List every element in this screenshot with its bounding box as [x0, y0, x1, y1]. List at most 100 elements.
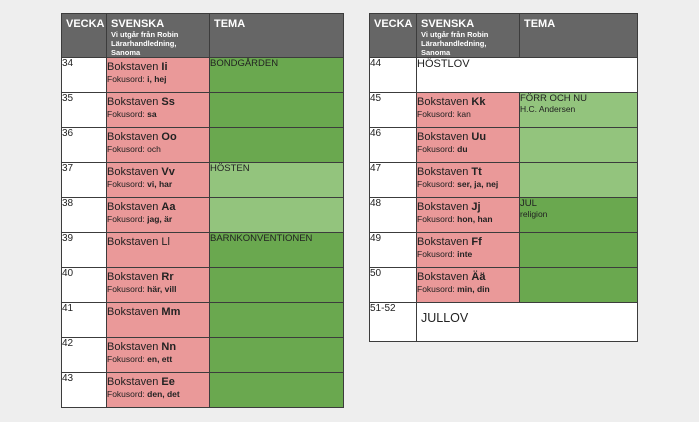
bokstav-text: Bokstaven Oo: [108, 129, 209, 145]
bokstav-prefix: Bokstaven: [417, 166, 472, 178]
bokstav-prefix: Bokstaven Ll: [107, 236, 170, 248]
week-row: 40 Bokstaven Rr Fokusord: här, vill: [61, 267, 344, 303]
week-row: 50 Bokstaven Ää Fokusord: min, din: [369, 267, 638, 303]
header-svenska-sub1: Vi utgår från Robin: [111, 30, 179, 39]
tema-cell: [519, 232, 638, 268]
fokusord-text: Fokusord: en, ett: [107, 354, 209, 365]
tema-cell: [209, 92, 344, 128]
fokusord-prefix: Fokusord:: [417, 179, 458, 189]
bokstav-text: Bokstaven Ll: [107, 234, 209, 250]
bokstav-letter: Mm: [161, 306, 181, 318]
bokstav-prefix: Bokstaven: [417, 236, 472, 248]
bokstav-prefix: Bokstaven: [107, 166, 162, 178]
week-row: 36 Bokstaven Oo Fokusord: och: [61, 127, 344, 163]
svenska-cell: Bokstaven Tt Fokusord: ser, ja, nej: [416, 162, 520, 198]
bokstav-prefix: Bokstaven: [107, 96, 162, 108]
bokstav-letter: Aa: [161, 201, 176, 213]
fokusord-prefix: Fokusord:: [417, 144, 458, 154]
tema-title: JUL: [520, 198, 537, 210]
fokusord-prefix: Fokusord: och: [107, 144, 161, 154]
svenska-cell: Bokstaven Ff Fokusord: inte: [416, 232, 520, 268]
fokusord-prefix: Fokusord:: [417, 284, 458, 294]
vecka-cell: 38: [61, 197, 107, 233]
vecka-cell: 34: [61, 57, 107, 93]
tema-cell: [209, 302, 344, 338]
right-schedule-table: VECKA SVENSKA Vi utgår från Robin Lärarh…: [369, 13, 638, 342]
fokusord-text: Fokusord: kan: [418, 109, 519, 120]
fokusord-text: Fokusord: ser, ja, nej: [417, 179, 519, 190]
tema-cell: [519, 162, 638, 198]
week-row: 46 Bokstaven Uu Fokusord: du: [369, 127, 638, 163]
fokusord-words: jag, är: [147, 214, 173, 224]
fokusord-prefix: Fokusord:: [417, 214, 458, 224]
fokusord-prefix: Fokusord:: [107, 109, 148, 119]
tema-cell: [209, 337, 344, 373]
fokusord-text: Fokusord: jag, är: [108, 214, 209, 225]
tema-cell: [209, 267, 344, 303]
week-row: 47 Bokstaven Tt Fokusord: ser, ja, nej: [369, 162, 638, 198]
vecka-cell: 42: [61, 337, 107, 373]
svenska-cell: Bokstaven Vv Fokusord: vi, har: [106, 162, 210, 198]
fokusord-words: min, din: [457, 284, 490, 294]
fokusord-prefix: Fokusord:: [107, 354, 148, 364]
header-svenska-sub2: Lärarhandledning, Sanoma: [421, 39, 487, 57]
bokstav-letter: Jj: [471, 201, 481, 213]
week-row: 43 Bokstaven Ee Fokusord: den, det: [61, 372, 344, 408]
header-vecka: VECKA: [61, 13, 107, 58]
fokusord-words: vi, har: [147, 179, 173, 189]
bokstav-prefix: Bokstaven: [107, 376, 162, 388]
fokusord-text: Fokusord: den, det: [108, 389, 209, 400]
hostlov-row: 44 HÖSTLOV: [369, 57, 638, 93]
tema-title: HÖSTEN: [210, 163, 250, 175]
header-tema: TEMA: [209, 13, 344, 58]
bokstav-letter: Ss: [161, 96, 175, 108]
bokstav-prefix: Bokstaven: [107, 201, 162, 213]
vecka-cell: 41: [61, 302, 107, 338]
fokusord-words: du: [457, 144, 468, 154]
svenska-cell: Bokstaven Ii Fokusord: i, hej: [106, 57, 210, 93]
tema-cell: [519, 267, 638, 303]
svenska-cell: Bokstaven Rr Fokusord: här, vill: [106, 267, 210, 303]
header-row: VECKA SVENSKA Vi utgår från Robin Lärarh…: [369, 13, 638, 58]
bokstav-prefix: Bokstaven: [107, 271, 162, 283]
bokstav-text: Bokstaven Ii: [108, 59, 209, 75]
bokstav-letter: Uu: [471, 131, 487, 143]
bokstav-text: Bokstaven Mm: [107, 304, 209, 320]
vecka-cell: 50: [369, 267, 417, 303]
fokusord-text: Fokusord: hon, han: [417, 214, 519, 225]
bokstav-prefix: Bokstaven: [417, 271, 472, 283]
svenska-cell: Bokstaven Kk Fokusord: kan: [416, 92, 520, 128]
bokstav-prefix: Bokstaven: [417, 96, 472, 108]
bokstav-prefix: Bokstaven: [107, 341, 162, 353]
bokstav-letter: Ii: [161, 61, 168, 73]
bokstav-text: Bokstaven Ee: [107, 374, 209, 390]
bokstav-prefix: Bokstaven: [107, 306, 162, 318]
header-vecka-label: VECKA: [66, 18, 105, 30]
svenska-cell: Bokstaven Oo Fokusord: och: [106, 127, 210, 163]
header-svenska: SVENSKA Vi utgår från Robin Lärarhandled…: [416, 13, 520, 58]
fokusord-text: Fokusord: i, hej: [108, 74, 209, 85]
header-svenska-sub2: Lärarhandledning, Sanoma: [111, 39, 177, 57]
fokusord-prefix: Fokusord:: [107, 284, 148, 294]
bokstav-text: Bokstaven Aa: [107, 199, 209, 215]
header-tema: TEMA: [519, 13, 638, 58]
bokstav-text: Bokstaven Nn: [107, 339, 209, 355]
fokusord-text: Fokusord: sa: [107, 109, 209, 120]
header-tema-label: TEMA: [214, 18, 246, 30]
fokusord-words: inte: [457, 249, 473, 259]
bokstav-text: Bokstaven Ää: [417, 269, 519, 285]
fokusord-text: Fokusord: du: [417, 144, 519, 155]
week-row: 48 Bokstaven Jj Fokusord: hon, han JUL relig…: [369, 197, 638, 233]
jullov-row: 51-52 JULLOV: [369, 302, 638, 342]
fokusord-prefix: Fokusord:: [107, 179, 148, 189]
bokstav-text: Bokstaven Jj: [418, 199, 519, 215]
bokstav-text: Bokstaven Ss: [107, 94, 209, 110]
vecka-cell: 39: [61, 232, 107, 268]
bokstav-text: Bokstaven Rr: [107, 269, 209, 285]
fokusord-words: här, vill: [147, 284, 177, 294]
tema-cell: [209, 127, 344, 163]
tema-subtitle: H.C. Andersen: [520, 104, 576, 114]
bokstav-letter: Vv: [161, 166, 175, 178]
week-row: 49 Bokstaven Ff Fokusord: inte: [369, 232, 638, 268]
vecka-cell: 48: [369, 197, 417, 233]
